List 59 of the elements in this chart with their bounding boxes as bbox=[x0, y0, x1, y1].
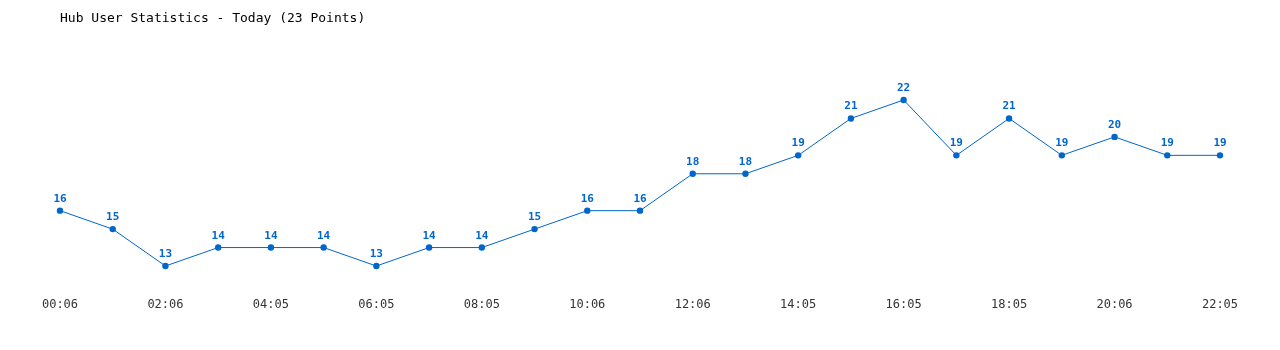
x-tick-label: 06:05 bbox=[358, 297, 395, 311]
point bbox=[953, 152, 960, 159]
point bbox=[900, 96, 907, 104]
data-label: 15 bbox=[106, 210, 120, 224]
data-label: 19 bbox=[791, 136, 805, 150]
data-label: 14 bbox=[475, 228, 489, 242]
point bbox=[373, 262, 380, 270]
point bbox=[1058, 152, 1066, 159]
point bbox=[320, 244, 327, 251]
point bbox=[1111, 133, 1118, 141]
data-label: 21 bbox=[844, 99, 858, 113]
point bbox=[794, 152, 802, 159]
point bbox=[1216, 152, 1224, 159]
point bbox=[742, 170, 749, 177]
point bbox=[531, 225, 538, 233]
point bbox=[478, 244, 486, 251]
x-tick-label: 16:05 bbox=[885, 297, 922, 311]
point bbox=[584, 207, 591, 214]
point bbox=[267, 244, 275, 251]
data-label: 18 bbox=[738, 154, 753, 168]
chart-title: Hub User Statistics - Today (23 Points) bbox=[60, 10, 366, 25]
point bbox=[1164, 152, 1171, 159]
data-label: 13 bbox=[369, 247, 383, 260]
data-label: 22 bbox=[897, 81, 911, 94]
x-tick-label: 08:05 bbox=[463, 297, 500, 311]
data-label: 15 bbox=[527, 210, 542, 224]
data-label: 16 bbox=[633, 191, 647, 205]
point bbox=[56, 207, 64, 214]
data-label: 19 bbox=[1213, 136, 1227, 150]
data-label: 13 bbox=[158, 247, 173, 260]
x-tick-label: 12:06 bbox=[674, 297, 711, 311]
x-tick-label: 10:06 bbox=[569, 297, 606, 311]
data-label: 21 bbox=[1002, 99, 1017, 113]
point bbox=[214, 244, 222, 251]
data-label: 14 bbox=[317, 228, 331, 242]
point bbox=[847, 115, 855, 122]
x-tick-label: 20:06 bbox=[1096, 297, 1133, 311]
x-tick-label: 00:06 bbox=[41, 297, 79, 311]
point bbox=[1005, 115, 1013, 122]
x-tick-label: 18:05 bbox=[991, 297, 1028, 311]
data-label: 19 bbox=[949, 136, 963, 150]
data-label: 20 bbox=[1107, 117, 1122, 131]
data-label: 14 bbox=[211, 228, 226, 242]
point bbox=[689, 170, 696, 177]
point bbox=[109, 225, 116, 233]
data-label: 16 bbox=[53, 191, 67, 205]
data-label: 18 bbox=[686, 154, 700, 168]
point bbox=[636, 207, 644, 214]
data-label: 14 bbox=[264, 228, 278, 242]
data-label: 19 bbox=[1160, 136, 1174, 150]
x-tick-label: 04:05 bbox=[252, 297, 289, 311]
data-label: 14 bbox=[422, 228, 437, 242]
point bbox=[162, 262, 169, 270]
point bbox=[425, 244, 433, 251]
data-label: 16 bbox=[580, 191, 595, 205]
data-label: 19 bbox=[1055, 136, 1069, 150]
x-tick-label: 14:05 bbox=[780, 297, 817, 311]
x-tick-label: 02:06 bbox=[147, 297, 184, 311]
x-tick-label: 22:05 bbox=[1201, 297, 1239, 311]
